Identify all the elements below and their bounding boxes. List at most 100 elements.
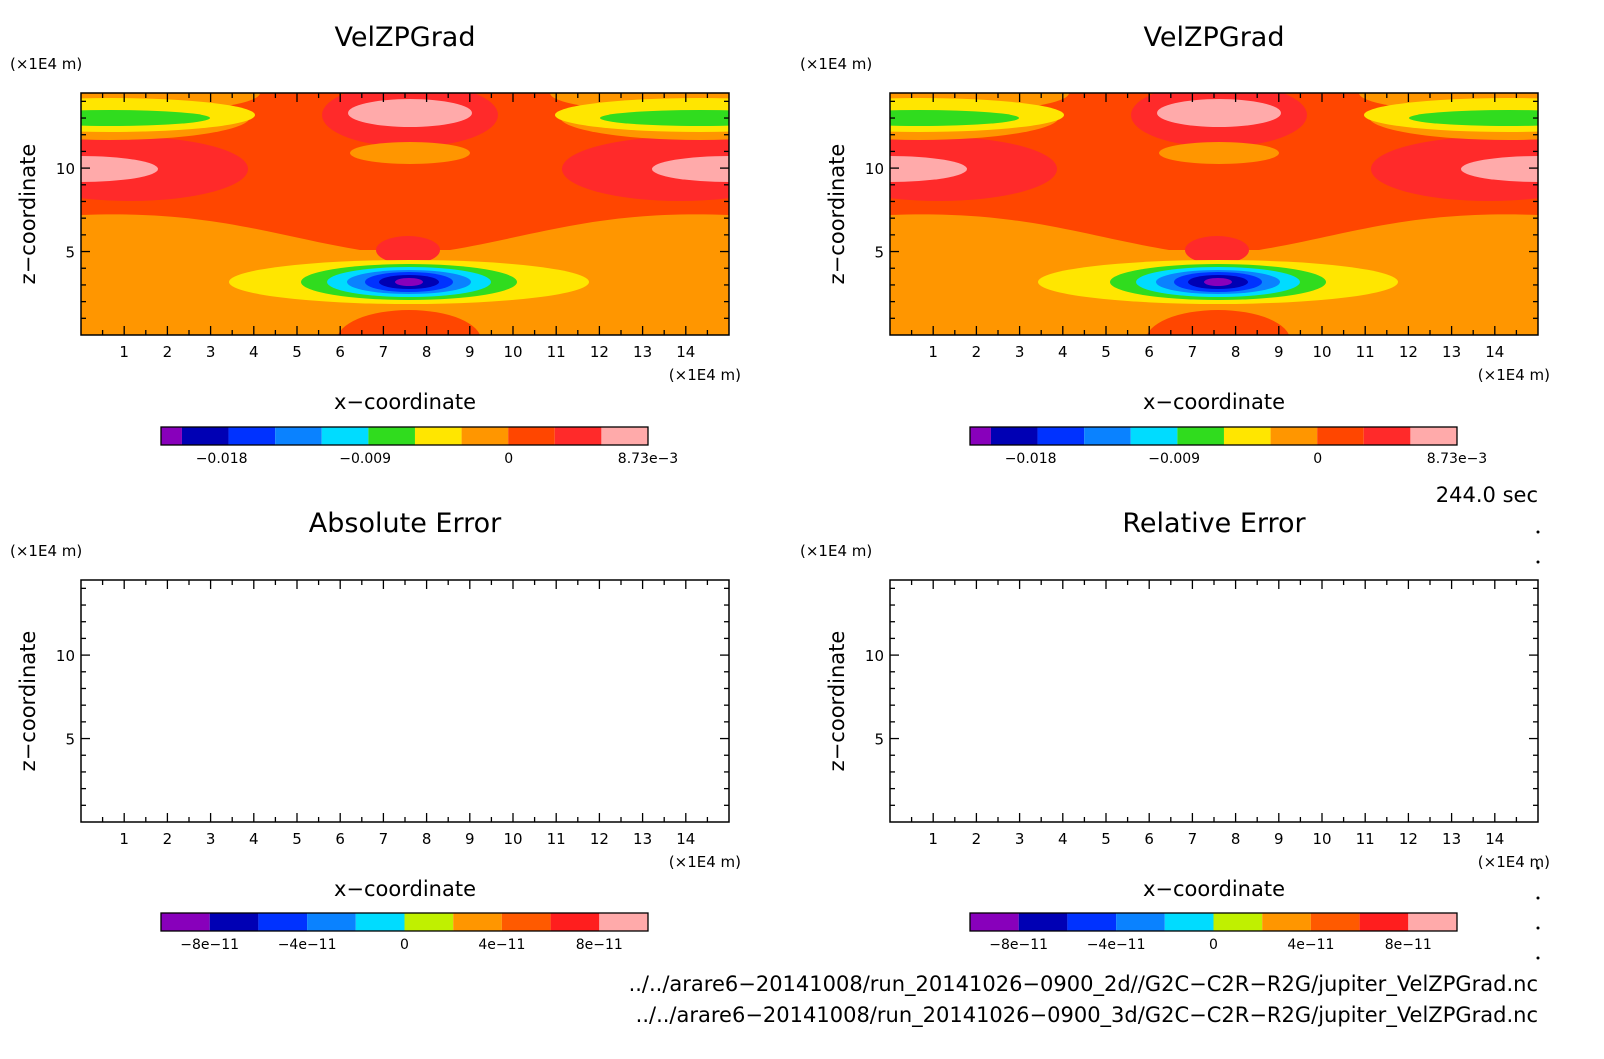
colorbar: −8e−11 −4e−11 0 4e−11 8e−11	[160, 912, 649, 953]
x-tick-label: 14	[1485, 830, 1504, 848]
dot-markers	[1536, 530, 1540, 960]
colorbar-swatch	[1310, 913, 1360, 931]
colorbar-swatch	[1223, 427, 1271, 445]
colorbar-tick-label: 0	[400, 937, 409, 953]
x-tick-label: 2	[972, 343, 982, 361]
y-tick-label: 5	[65, 731, 75, 749]
x-tick-label: 1	[119, 343, 129, 361]
x-tick-label: 5	[1101, 343, 1111, 361]
colorbar-swatch	[1317, 427, 1364, 445]
x-tick-label: 14	[1485, 343, 1504, 361]
colorbar-swatch	[990, 427, 1038, 445]
colorbar-swatch	[1363, 427, 1411, 445]
colorbar-swatch	[1359, 913, 1409, 931]
colorbar-swatch	[550, 913, 600, 931]
x-tick-label: 11	[547, 830, 566, 848]
colorbar-tick-label: −0.018	[196, 451, 248, 467]
colorbar-swatch	[209, 913, 259, 931]
colorbar-tick-label: 0	[1209, 937, 1218, 953]
x-tick-label: 3	[1015, 343, 1025, 361]
x-axis-label: x−coordinate	[1143, 390, 1285, 414]
dot-marker	[1536, 896, 1540, 900]
colorbar-tick-label: −4e−11	[278, 937, 337, 953]
y-axis-label: z−coordinate	[16, 144, 40, 285]
x-tick-label: 9	[1274, 343, 1284, 361]
x-tick-label: 6	[335, 830, 345, 848]
colorbar-swatch	[1037, 427, 1085, 445]
panel-relative-error: Relative Error (×1E4 m) 1 2 3 4 5 6 7 8 9 10 11 12 1…	[800, 508, 1550, 953]
x-tick-label: 14	[676, 830, 695, 848]
file-path-2d: ../../arare6−20141008/run_20141026−0900_…	[629, 972, 1538, 997]
x-tick-label: 10	[1312, 343, 1331, 361]
x-tick-label: 12	[590, 343, 609, 361]
x-tick-label: 10	[1312, 830, 1331, 848]
x-tick-label: 2	[163, 830, 173, 848]
colorbar-swatch	[1018, 913, 1068, 931]
colorbar-swatch	[414, 427, 462, 445]
colorbar-swatch	[501, 913, 551, 931]
colorbar-swatch	[1116, 913, 1165, 931]
colorbar-swatch	[161, 427, 182, 445]
x-tick-label: 11	[1356, 343, 1375, 361]
x-tick-label: 10	[503, 343, 522, 361]
x-tick-label: 8	[422, 343, 432, 361]
plot-frame	[80, 579, 730, 823]
contour-field	[890, 93, 1538, 335]
colorbar: −0.018 −0.009 0 8.73e−3	[160, 426, 678, 467]
colorbar-swatch	[1130, 427, 1178, 445]
x-tick-label: 9	[1274, 830, 1284, 848]
colorbar-swatch	[404, 913, 454, 931]
colorbar-swatch	[453, 913, 502, 931]
colorbar-swatch	[321, 427, 369, 445]
x-tick-label: 7	[1188, 830, 1198, 848]
x-tick-label: 9	[465, 343, 475, 361]
x-tick-label: 14	[676, 343, 695, 361]
x-tick-label: 13	[1442, 343, 1461, 361]
colorbar-tick-label: 4e−11	[478, 937, 525, 953]
x-tick-label: 1	[928, 343, 938, 361]
colorbar-swatch	[161, 913, 210, 931]
y-tick-label: 5	[874, 244, 884, 262]
panel-title: Relative Error	[1122, 508, 1306, 539]
y-axis-label: z−coordinate	[825, 144, 849, 285]
colorbar-swatch	[228, 427, 276, 445]
colorbar-tick-label: 8e−11	[576, 937, 623, 953]
colorbar-swatch	[258, 913, 308, 931]
colorbar-tick-label: −8e−11	[989, 937, 1048, 953]
x-tick-label: 4	[1058, 343, 1068, 361]
colorbar-frame	[969, 912, 1458, 932]
file-path-3d: ../../arare6−20141008/run_20141026−0900_…	[636, 1003, 1538, 1028]
x-tick-label: 3	[206, 343, 216, 361]
panel-title: Absolute Error	[309, 508, 502, 539]
colorbar-swatch	[1270, 427, 1318, 445]
colorbar-swatch	[970, 913, 1019, 931]
x-tick-label: 5	[292, 343, 302, 361]
plot-frame	[889, 579, 1539, 823]
dot-marker	[1536, 866, 1540, 870]
colorbar-swatch	[599, 913, 648, 931]
colorbar-swatch	[1408, 913, 1457, 931]
x-tick-label: 13	[633, 830, 652, 848]
y-tick-label: 5	[874, 731, 884, 749]
x-tick-label: 12	[1399, 830, 1418, 848]
colorbar: −0.018 −0.009 0 8.73e−3	[969, 426, 1487, 467]
colorbar-tick-label: −8e−11	[180, 937, 239, 953]
x-unit-label: (×1E4 m)	[669, 853, 741, 871]
colorbar-frame	[160, 912, 649, 932]
y-unit-label: (×1E4 m)	[800, 542, 872, 560]
colorbar-frame	[969, 426, 1458, 446]
dot-marker	[1536, 956, 1540, 960]
x-axis-label: x−coordinate	[334, 390, 476, 414]
x-tick-label: 12	[590, 830, 609, 848]
x-tick-label: 8	[422, 830, 432, 848]
x-tick-label: 12	[1399, 343, 1418, 361]
y-axis-label: z−coordinate	[16, 631, 40, 772]
y-tick-label: 10	[865, 647, 884, 665]
dot-marker	[1536, 530, 1540, 534]
x-tick-label: 4	[249, 830, 259, 848]
time-label: 244.0 sec	[1436, 483, 1538, 507]
colorbar-swatch	[1164, 913, 1214, 931]
x-tick-label: 2	[972, 830, 982, 848]
